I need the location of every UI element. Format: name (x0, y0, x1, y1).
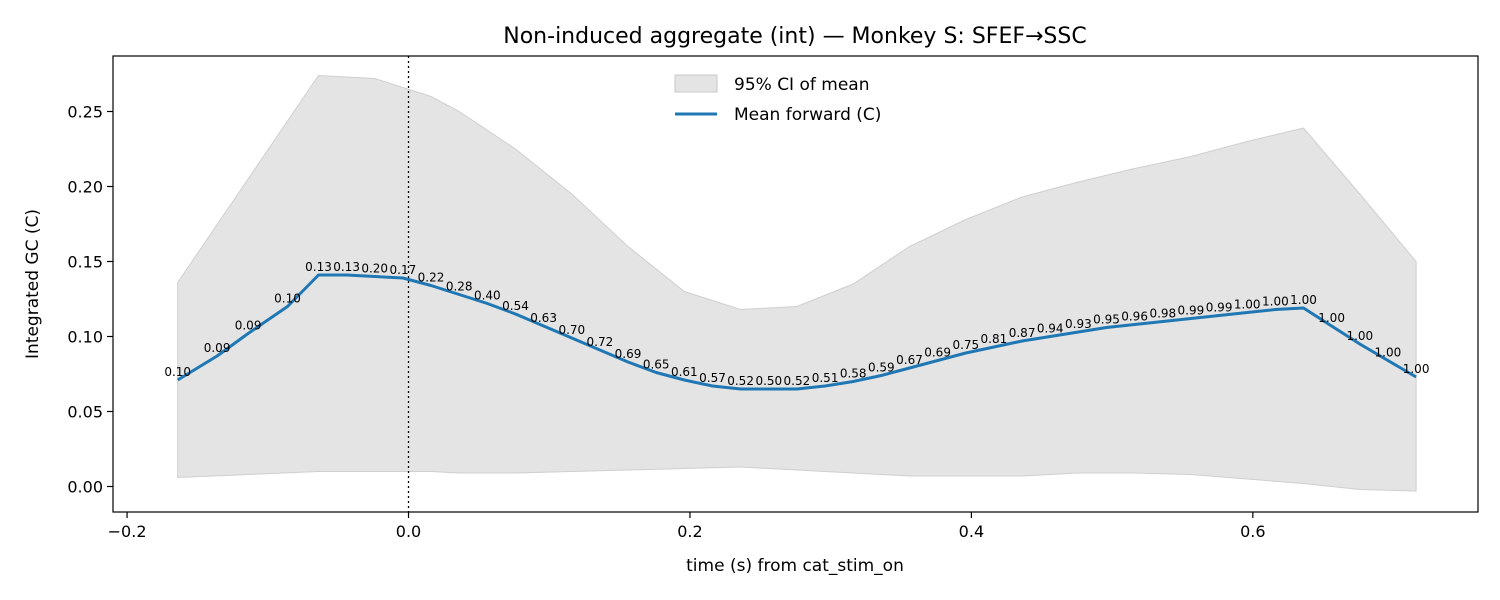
point-label: 0.70 (558, 323, 585, 337)
plot-frame (112, 55, 1479, 513)
point-label: 0.28 (446, 280, 473, 294)
point-label: 0.87 (1009, 326, 1036, 340)
y-tick-label: 0.05 (67, 403, 103, 422)
x-tick-label: 0.2 (677, 522, 702, 541)
point-label: 0.99 (1206, 301, 1233, 315)
plot-area: 0.100.090.090.100.13 0.13 0.20 0.170.220.28… (164, 56, 1429, 512)
point-label: 0.59 (868, 361, 895, 375)
point-label: 0.09 (235, 319, 262, 333)
point-label: 0.50 (755, 374, 782, 388)
point-label: 0.81 (981, 332, 1008, 346)
y-axis-ticks: 0.00 0.05 0.10 0.15 0.20 0.25 (67, 103, 113, 497)
y-tick-label: 0.15 (67, 253, 103, 272)
point-label: 0.94 (1037, 322, 1064, 336)
ci-band (177, 74, 1417, 492)
point-label: 0.63 (530, 311, 557, 325)
point-label: 0.61 (671, 365, 698, 379)
point-label: 1.00 (1375, 346, 1402, 360)
point-label: 1.00 (1346, 329, 1373, 343)
point-label: 0.95 (1093, 313, 1120, 327)
point-label: 0.75 (952, 338, 979, 352)
legend: 95% CI of mean Mean forward (C) (674, 74, 881, 125)
point-label: 0.93 (1065, 317, 1092, 331)
x-axis-label: time (s) from cat_stim_on (686, 556, 904, 576)
chart-title: Non-induced aggregate (int) — Monkey S: … (503, 24, 1086, 49)
point-label: 1.00 (1318, 311, 1345, 325)
legend-band-label: 95% CI of mean (734, 75, 869, 95)
y-tick-label: 0.00 (67, 478, 103, 497)
point-label: 0.51 (812, 371, 839, 385)
legend-band-swatch (674, 74, 718, 93)
point-label: 0.17 (390, 263, 417, 277)
x-tick-label: 0.0 (396, 522, 421, 541)
point-label: 1.00 (1262, 295, 1289, 309)
x-tick-label: −0.2 (108, 522, 147, 541)
point-label: 0.99 (1178, 304, 1205, 318)
point-label: 0.69 (924, 346, 951, 360)
legend-line-label: Mean forward (C) (734, 105, 881, 125)
y-tick-label: 0.20 (67, 178, 103, 197)
y-axis-label: Integrated GC (C) (23, 209, 43, 359)
point-label: 0.96 (1121, 310, 1148, 324)
point-label: 0.98 (1149, 307, 1176, 321)
point-label: 0.72 (587, 335, 614, 349)
point-label: 1.00 (1290, 293, 1317, 307)
point-label: 0.67 (896, 353, 923, 367)
mean-forward-line (176, 273, 1417, 391)
x-axis-ticks: −0.2 0.0 0.2 0.4 0.6 (108, 512, 1266, 541)
point-label: 1.00 (1403, 362, 1430, 376)
x-tick-label: 0.6 (1240, 522, 1265, 541)
point-label: 0.52 (727, 374, 754, 388)
point-label: 0.13 (333, 260, 360, 274)
point-label: 1.00 (1234, 298, 1261, 312)
point-label: 0.65 (643, 358, 670, 372)
point-label: 0.69 (615, 347, 642, 361)
point-label: 0.40 (474, 289, 501, 303)
y-tick-label: 0.10 (67, 328, 103, 347)
point-label: 0.10 (164, 365, 191, 379)
point-label: 0.57 (699, 371, 726, 385)
point-label: 0.54 (502, 299, 529, 313)
point-label: 0.22 (418, 271, 445, 285)
point-label: 0.13 (305, 260, 332, 274)
point-label: 0.20 (361, 262, 388, 276)
point-label: 0.58 (840, 367, 867, 381)
point-label: 0.52 (784, 374, 811, 388)
y-tick-label: 0.25 (67, 103, 103, 122)
point-label: 0.09 (204, 341, 231, 355)
point-label: 0.10 (274, 292, 301, 306)
x-tick-label: 0.4 (959, 522, 984, 541)
